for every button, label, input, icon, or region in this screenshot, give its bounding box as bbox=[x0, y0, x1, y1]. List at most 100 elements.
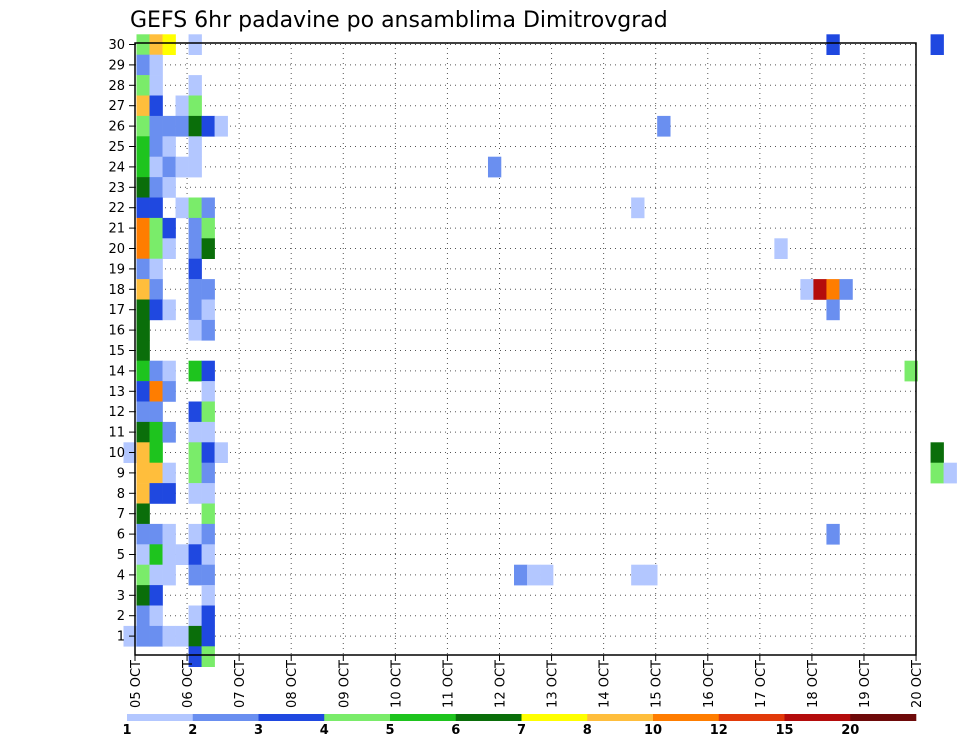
y-tick-label: 17 bbox=[108, 303, 125, 318]
heatmap-cell bbox=[136, 483, 150, 504]
colorbar-label: 6 bbox=[451, 723, 460, 738]
y-axis: 1234567891011121314151617181920212223242… bbox=[108, 38, 135, 645]
heatmap-cell bbox=[631, 564, 645, 586]
colorbar-segment bbox=[390, 714, 457, 721]
heatmap-cell bbox=[188, 34, 202, 55]
heatmap-cell bbox=[201, 381, 215, 402]
y-tick-label: 15 bbox=[108, 344, 125, 359]
y-tick-label: 3 bbox=[117, 589, 125, 604]
heatmap-cell bbox=[136, 75, 150, 96]
heatmap-cell bbox=[149, 115, 163, 137]
heatmap-cell bbox=[175, 156, 189, 178]
heatmap-cell bbox=[149, 442, 163, 463]
x-tick-label: 10 OCT bbox=[389, 660, 404, 708]
heatmap-cell bbox=[149, 360, 163, 382]
x-tick-label: 05 OCT bbox=[129, 660, 144, 708]
heatmap-cell bbox=[162, 217, 176, 239]
heatmap-cell bbox=[201, 197, 215, 219]
colorbar-segment bbox=[784, 714, 851, 721]
heatmap-cell bbox=[201, 421, 215, 443]
heatmap-cell bbox=[188, 421, 202, 443]
colorbar-label: 3 bbox=[254, 723, 263, 738]
heatmap-cell bbox=[487, 156, 502, 178]
heatmap-cell bbox=[175, 625, 189, 647]
heatmap-cell bbox=[201, 483, 215, 504]
heatmap-cell bbox=[188, 564, 202, 586]
heatmap-cell bbox=[826, 523, 840, 545]
heatmap-cell bbox=[162, 299, 176, 321]
y-tick-label: 27 bbox=[108, 99, 125, 114]
heatmap-cell bbox=[162, 421, 176, 443]
chart-title: GEFS 6hr padavine po ansamblima Dimitrov… bbox=[130, 8, 668, 33]
heatmap-cell bbox=[930, 442, 944, 463]
heatmap-cell bbox=[136, 299, 150, 321]
heatmap-cell bbox=[149, 381, 163, 402]
heatmap-cell bbox=[930, 462, 944, 484]
heatmap-cell bbox=[201, 625, 215, 647]
colorbar-label: 12 bbox=[710, 723, 728, 738]
heatmap-cell bbox=[136, 421, 150, 443]
colorbar-label: 20 bbox=[841, 723, 859, 738]
heatmap-cell bbox=[188, 646, 202, 667]
heatmap-cell bbox=[162, 625, 176, 647]
colorbar-label: 2 bbox=[188, 723, 197, 738]
heatmap-cell bbox=[149, 279, 163, 300]
heatmap-cell bbox=[136, 523, 150, 545]
heatmap-cell bbox=[201, 299, 215, 321]
heatmap-cell bbox=[162, 115, 176, 137]
heatmap-cell bbox=[136, 564, 150, 586]
x-tick-label: 14 OCT bbox=[598, 660, 613, 708]
heatmap-cell bbox=[188, 115, 202, 137]
y-tick-label: 26 bbox=[108, 120, 125, 135]
heatmap-cell bbox=[136, 340, 150, 361]
heatmap-cell bbox=[136, 605, 150, 627]
y-tick-label: 25 bbox=[108, 140, 125, 155]
colorbar-label: 8 bbox=[583, 723, 592, 738]
x-tick-label: 06 OCT bbox=[181, 660, 196, 708]
heatmap-cell bbox=[201, 238, 215, 259]
y-tick-label: 13 bbox=[108, 385, 125, 400]
cells-layer bbox=[123, 34, 957, 667]
heatmap-cell bbox=[149, 156, 163, 178]
heatmap-cell bbox=[162, 238, 176, 259]
heatmap-cell bbox=[136, 197, 150, 219]
x-tick-label: 07 OCT bbox=[233, 660, 248, 708]
y-tick-label: 8 bbox=[117, 487, 125, 502]
heatmap-cell bbox=[930, 34, 944, 55]
heatmap-cell bbox=[136, 462, 150, 484]
heatmap-cell bbox=[201, 279, 215, 300]
heatmap-cell bbox=[188, 625, 202, 647]
heatmap-cell bbox=[136, 217, 150, 239]
heatmap-cell bbox=[813, 279, 827, 300]
heatmap-cell bbox=[162, 177, 176, 198]
heatmap-cell bbox=[136, 34, 150, 55]
heatmap-cell bbox=[188, 197, 202, 219]
heatmap-cell bbox=[149, 523, 163, 545]
heatmap-cell bbox=[162, 462, 176, 484]
heatmap-cell bbox=[136, 258, 150, 280]
colorbar-segment bbox=[127, 714, 194, 721]
colorbar-label: 4 bbox=[320, 723, 329, 738]
heatmap-cell bbox=[188, 258, 202, 280]
colorbar-segment bbox=[324, 714, 391, 721]
colorbar-label: 1 bbox=[122, 723, 131, 738]
y-tick-label: 10 bbox=[108, 446, 125, 461]
heatmap-cell bbox=[149, 136, 163, 157]
y-tick-label: 4 bbox=[117, 568, 125, 583]
grid-layer bbox=[135, 43, 916, 655]
colorbar-label: 15 bbox=[775, 723, 793, 738]
colorbar-label: 10 bbox=[644, 723, 662, 738]
heatmap-cell bbox=[136, 238, 150, 259]
colorbar-segment bbox=[521, 714, 588, 721]
heatmap-cell bbox=[188, 156, 202, 178]
heatmap-cell bbox=[149, 217, 163, 239]
y-tick-label: 9 bbox=[117, 466, 125, 481]
heatmap-cell bbox=[136, 503, 150, 525]
heatmap-cell bbox=[188, 279, 202, 300]
heatmap-cell bbox=[149, 197, 163, 219]
heatmap-cell bbox=[136, 360, 150, 382]
heatmap-cell bbox=[149, 605, 163, 627]
colorbar-segment bbox=[587, 714, 654, 721]
x-tick-label: 13 OCT bbox=[546, 660, 561, 708]
